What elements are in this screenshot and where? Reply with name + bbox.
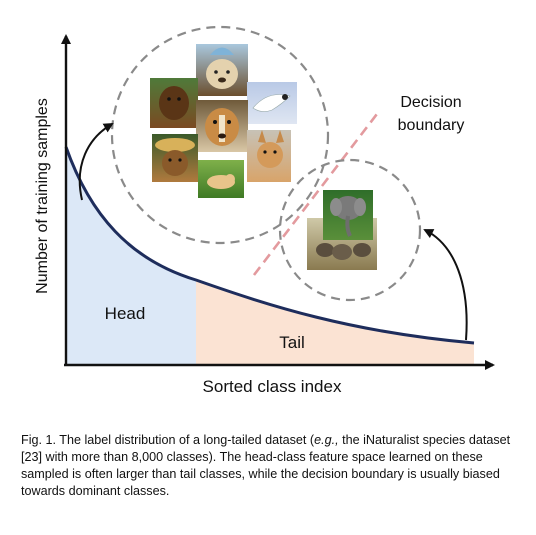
tail-arrow [423, 229, 468, 341]
caption-eg: e.g., [314, 433, 339, 447]
dog-image [150, 78, 198, 128]
dog-image [247, 130, 291, 182]
head-arrow [78, 122, 114, 201]
caption-text: the iNaturalist species dataset [23] wit… [21, 433, 514, 498]
dog-image [196, 100, 248, 152]
long-tail-diagram: Number of training samples Sorted class … [34, 25, 495, 396]
figure-caption: Fig. 1. The label distribution of a long… [21, 432, 521, 500]
x-axis-label: Sorted class index [203, 377, 342, 396]
decision-boundary-label-line2: boundary [398, 117, 465, 134]
head-class-images [150, 44, 297, 198]
caption-text: The label distribution of a long-tailed … [56, 433, 315, 447]
dog-image [247, 82, 297, 124]
elephant-image [323, 190, 373, 240]
head-label: Head [105, 304, 146, 323]
distribution-curve [64, 146, 475, 345]
tail-feature-space-circle [278, 158, 422, 302]
dog-image [152, 134, 198, 182]
head-region [66, 147, 196, 364]
head-feature-space-circle [110, 25, 330, 245]
tail-label: Tail [279, 333, 305, 352]
tail-class-images [307, 190, 377, 270]
decision-boundary-label-line1: Decision [400, 94, 461, 111]
dog-image [198, 160, 244, 198]
dog-image [196, 44, 248, 96]
decision-boundary-line [252, 109, 382, 276]
y-axis-label: Number of training samples [34, 98, 51, 294]
caption-fig-label: Fig. 1. [21, 433, 56, 447]
